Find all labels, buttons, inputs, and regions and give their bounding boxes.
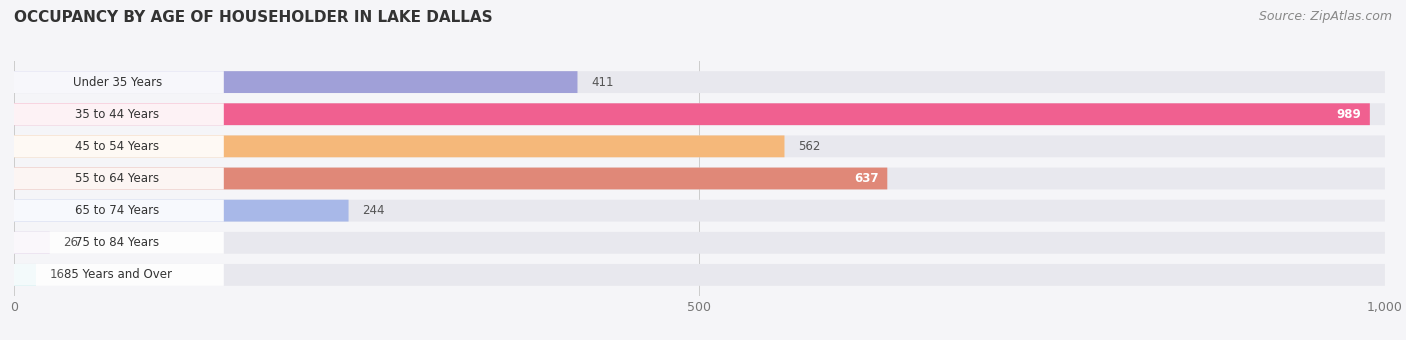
FancyBboxPatch shape	[14, 103, 1385, 125]
FancyBboxPatch shape	[14, 168, 1385, 189]
FancyBboxPatch shape	[11, 71, 224, 93]
Text: 562: 562	[799, 140, 821, 153]
Text: 411: 411	[591, 75, 613, 89]
FancyBboxPatch shape	[14, 232, 49, 254]
FancyBboxPatch shape	[14, 135, 785, 157]
Text: 637: 637	[855, 172, 879, 185]
FancyBboxPatch shape	[11, 232, 224, 254]
Text: 244: 244	[363, 204, 385, 217]
FancyBboxPatch shape	[11, 103, 224, 125]
FancyBboxPatch shape	[11, 168, 224, 189]
FancyBboxPatch shape	[11, 200, 224, 222]
Text: 989: 989	[1337, 108, 1361, 121]
FancyBboxPatch shape	[11, 135, 224, 157]
Text: 26: 26	[63, 236, 79, 249]
Text: Source: ZipAtlas.com: Source: ZipAtlas.com	[1258, 10, 1392, 23]
FancyBboxPatch shape	[14, 71, 578, 93]
Text: 85 Years and Over: 85 Years and Over	[63, 268, 172, 282]
Text: 45 to 54 Years: 45 to 54 Years	[76, 140, 160, 153]
Text: 55 to 64 Years: 55 to 64 Years	[76, 172, 160, 185]
FancyBboxPatch shape	[14, 168, 887, 189]
FancyBboxPatch shape	[14, 135, 1385, 157]
Text: 65 to 74 Years: 65 to 74 Years	[76, 204, 160, 217]
Text: 35 to 44 Years: 35 to 44 Years	[76, 108, 160, 121]
FancyBboxPatch shape	[14, 200, 349, 222]
Text: 16: 16	[49, 268, 65, 282]
FancyBboxPatch shape	[14, 264, 37, 286]
FancyBboxPatch shape	[14, 200, 1385, 222]
FancyBboxPatch shape	[14, 71, 1385, 93]
Text: OCCUPANCY BY AGE OF HOUSEHOLDER IN LAKE DALLAS: OCCUPANCY BY AGE OF HOUSEHOLDER IN LAKE …	[14, 10, 492, 25]
FancyBboxPatch shape	[11, 264, 224, 286]
FancyBboxPatch shape	[14, 264, 1385, 286]
Text: Under 35 Years: Under 35 Years	[73, 75, 162, 89]
FancyBboxPatch shape	[14, 103, 1369, 125]
FancyBboxPatch shape	[14, 232, 1385, 254]
Text: 75 to 84 Years: 75 to 84 Years	[76, 236, 160, 249]
